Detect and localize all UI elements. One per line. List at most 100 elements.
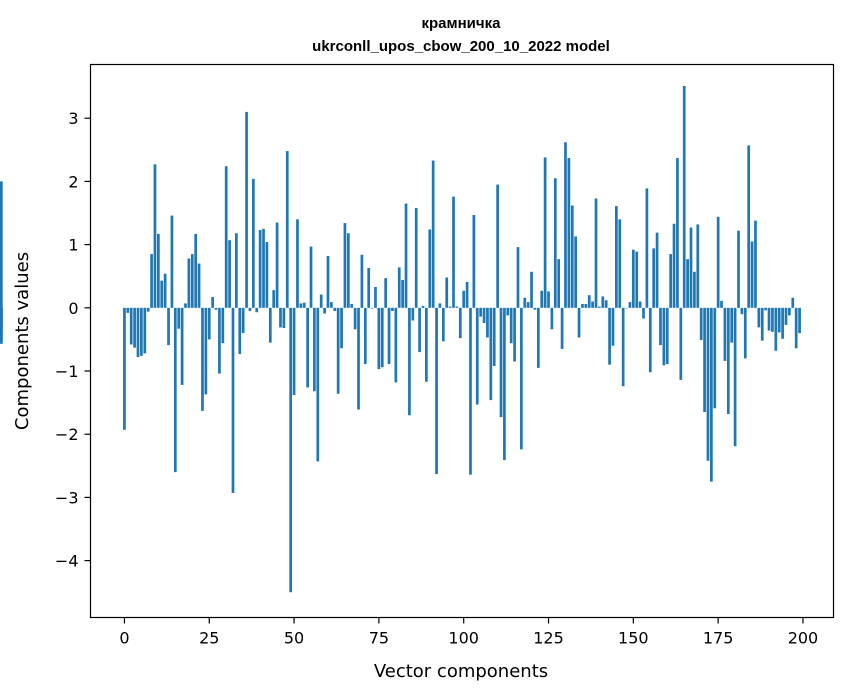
bar (594, 198, 598, 308)
bar (767, 307, 771, 331)
bar (441, 307, 445, 342)
bar (340, 307, 343, 349)
bar (601, 296, 605, 308)
y-tick-label: 2 (68, 172, 78, 191)
bar (404, 203, 408, 308)
bar (262, 228, 265, 308)
bar (309, 246, 313, 308)
bar (194, 233, 198, 308)
bar (492, 307, 496, 366)
y-tick-label: −4 (55, 552, 79, 571)
bar (167, 307, 170, 346)
bar (0, 181, 3, 308)
bar (136, 307, 140, 358)
bar (455, 306, 459, 308)
bar (258, 230, 262, 308)
bar (604, 300, 608, 308)
bar (319, 294, 323, 308)
bar (241, 307, 245, 334)
bar (716, 216, 720, 308)
bar (530, 271, 533, 308)
bar (224, 166, 228, 308)
bar (418, 307, 421, 353)
bar (170, 215, 174, 308)
bar (699, 307, 703, 341)
y-axis-ticks: −4 −3 −2 −1 0 1 2 3 (55, 109, 91, 571)
x-tick-label: 0 (119, 629, 129, 648)
bar (625, 307, 628, 309)
bar (123, 307, 126, 430)
bar (353, 307, 357, 330)
bar (635, 251, 639, 308)
bar (764, 307, 767, 311)
bar (506, 307, 510, 316)
bar (180, 307, 184, 385)
bar (516, 247, 520, 308)
bar (129, 307, 133, 345)
bar (720, 300, 723, 308)
bar (486, 307, 489, 338)
bar (157, 233, 160, 308)
bar (387, 307, 391, 365)
bar (584, 304, 588, 308)
y-tick-label: 1 (68, 236, 78, 255)
x-tick-label: 25 (199, 629, 219, 648)
bar (218, 307, 221, 374)
bar (737, 230, 740, 308)
bar (299, 303, 303, 308)
bar (431, 160, 435, 308)
bar (238, 307, 242, 354)
bar (743, 307, 747, 359)
bar (781, 307, 784, 339)
bar (184, 303, 187, 308)
bar (425, 307, 428, 382)
bar (251, 178, 255, 308)
bar (740, 307, 744, 315)
bar (207, 307, 211, 340)
chart-subtitle: ukrconll_upos_cbow_200_10_2022 model (312, 38, 610, 55)
bar (723, 307, 727, 361)
bar (774, 307, 778, 351)
bar (503, 307, 506, 461)
bar (577, 307, 581, 338)
bar (428, 229, 432, 308)
bar (777, 307, 781, 333)
bar (333, 307, 337, 311)
bar (513, 307, 516, 362)
bar (367, 268, 371, 308)
x-tick-label: 200 (788, 629, 819, 648)
bar (479, 307, 483, 317)
bar (655, 232, 659, 308)
bar (391, 307, 394, 311)
bar (567, 158, 571, 308)
bar (445, 277, 449, 308)
bar (330, 302, 333, 308)
bar (279, 307, 282, 328)
bar (411, 307, 415, 321)
bar (469, 307, 472, 475)
y-tick-label: −2 (55, 425, 79, 444)
bar (245, 111, 248, 308)
bar (771, 307, 774, 332)
bar (665, 307, 669, 365)
x-axis-label: Vector components (374, 661, 548, 682)
bar (201, 307, 204, 411)
x-tick-label: 75 (369, 629, 389, 648)
bar (275, 222, 279, 308)
bar (611, 307, 615, 346)
bar (458, 307, 462, 339)
bar (693, 271, 696, 308)
bar (282, 307, 286, 329)
x-tick-label: 50 (284, 629, 304, 648)
bar (235, 233, 238, 308)
bar (285, 151, 289, 308)
bar (384, 278, 388, 308)
bar (672, 223, 676, 308)
plot-area-frame (89, 63, 835, 619)
bar (323, 307, 326, 314)
bar (302, 302, 306, 308)
bar (370, 307, 374, 309)
bar (733, 307, 737, 447)
bar (204, 307, 208, 395)
bar (615, 206, 618, 308)
